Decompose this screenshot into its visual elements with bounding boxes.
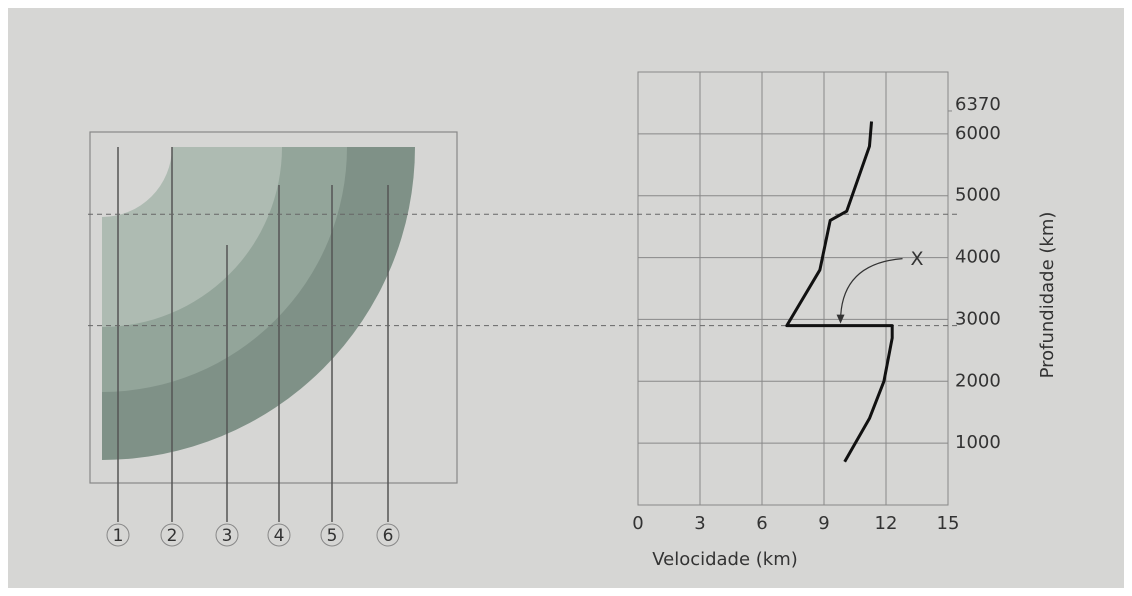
x-tick-label: 3 [694,513,705,534]
label-circle [320,523,344,547]
seismograph-label: 6 [383,526,394,546]
y-tick-label: 3000 [955,308,1001,329]
x-tick-label: 15 [937,513,960,534]
seismograph-label: 3 [222,526,233,546]
x-axis-label: Velocidade (km) [652,549,798,570]
label-circle [215,523,239,547]
diagram-frame [89,131,458,484]
seismograph-label: 4 [274,526,285,546]
y-tick-label: 5000 [955,185,1001,206]
seismograph-label: 2 [167,526,178,546]
x-tick-label: 0 [632,513,643,534]
label-circle [106,523,130,547]
y-tick-label: 2000 [955,370,1001,391]
seismograph-label: 5 [327,526,338,546]
annotation-text: X [911,248,924,270]
seismograph-lines [117,147,389,522]
label-circle [376,523,400,547]
label-circle [267,523,291,547]
layer-inner-core [102,147,172,217]
y-tick-label: 4000 [955,247,1001,268]
y-axis-label: Profundidade (km) [1037,212,1058,379]
x-tick-label: 6 [756,513,767,534]
seismograph-label: 1 [113,526,124,546]
arrow-head [836,314,845,324]
y-tick-label: 6000 [955,123,1001,144]
x-tick-label: 9 [818,513,829,534]
annotation-arrow [839,258,903,322]
y-tick-label: 6370 [955,94,1001,115]
x-tick-label: 12 [875,513,898,534]
velocity-line [785,121,894,463]
label-circle [160,523,184,547]
seismograph-labels: 1 2 3 4 5 6 [106,523,400,547]
y-tick-label: 1000 [955,432,1001,453]
